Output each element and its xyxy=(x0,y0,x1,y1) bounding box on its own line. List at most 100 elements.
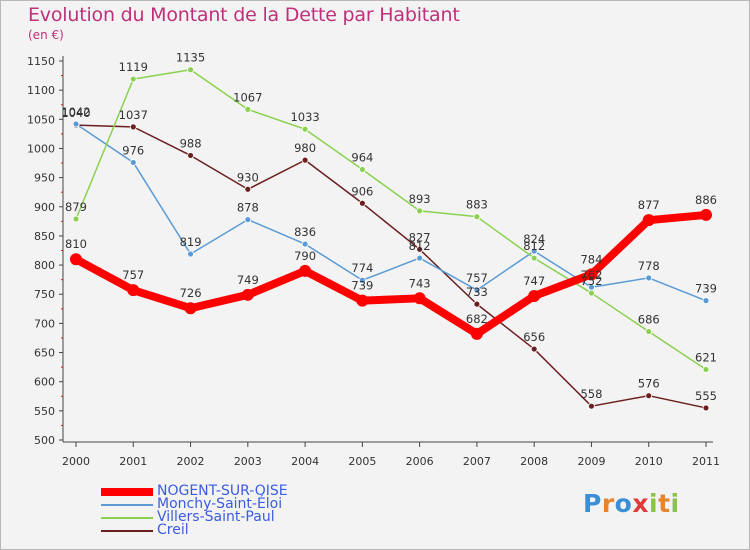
data-point xyxy=(645,328,653,335)
data-point xyxy=(470,327,483,340)
data-point xyxy=(530,345,538,353)
data-label: 810 xyxy=(65,237,87,251)
data-label: 743 xyxy=(409,276,431,290)
data-point xyxy=(127,284,140,297)
data-label: 988 xyxy=(180,136,202,150)
data-label: 739 xyxy=(695,282,717,296)
data-point xyxy=(473,213,481,221)
series-lines xyxy=(72,68,710,409)
data-label: 980 xyxy=(294,141,316,155)
data-label: 656 xyxy=(523,330,545,344)
data-point xyxy=(301,125,309,133)
data-label: 906 xyxy=(351,184,373,198)
data-label: 827 xyxy=(409,230,431,244)
y-tick-label: 1000 xyxy=(27,142,55,155)
x-tick-label: 2003 xyxy=(234,455,262,468)
data-point xyxy=(416,207,424,215)
logo-letter: i xyxy=(670,489,680,518)
logo-letter: o xyxy=(614,489,633,518)
data-point xyxy=(184,302,197,315)
data-point xyxy=(530,247,538,255)
x-tick-label: 2010 xyxy=(635,455,663,468)
x-tick-label: 2006 xyxy=(406,455,434,468)
data-point xyxy=(129,159,137,166)
data-point xyxy=(473,286,481,294)
data-point xyxy=(129,75,137,83)
data-label: 1037 xyxy=(119,108,148,122)
data-point xyxy=(358,166,366,173)
data-point xyxy=(530,254,538,262)
data-label: 790 xyxy=(294,249,316,263)
data-label: 558 xyxy=(580,387,602,401)
data-label: 964 xyxy=(351,150,373,164)
data-point xyxy=(301,156,309,164)
y-tick-label: 800 xyxy=(34,259,55,272)
data-point xyxy=(645,392,653,400)
data-label: 1119 xyxy=(119,60,148,74)
x-tick-label: 2002 xyxy=(177,455,205,468)
data-point xyxy=(528,289,541,302)
data-point xyxy=(301,240,309,248)
x-tick-label: 2004 xyxy=(291,455,319,468)
data-point xyxy=(356,294,369,307)
data-label: 757 xyxy=(466,271,488,285)
legend-label-villers: Villers-Saint-Paul xyxy=(157,509,275,525)
y-tick-label: 550 xyxy=(34,405,55,418)
data-label: 784 xyxy=(580,252,602,266)
data-point xyxy=(473,300,481,308)
data-label: 686 xyxy=(638,313,660,327)
y-tick-label: 650 xyxy=(34,347,55,360)
data-point xyxy=(588,289,595,297)
data-point xyxy=(358,276,366,284)
data-point xyxy=(70,253,82,266)
data-point xyxy=(700,208,712,221)
data-point xyxy=(72,215,80,223)
data-label: 812 xyxy=(523,239,545,253)
data-label: 812 xyxy=(409,239,431,253)
series-points xyxy=(70,66,712,412)
x-tick-label: 2000 xyxy=(62,455,90,468)
data-label: 739 xyxy=(351,279,373,293)
data-label: 1042 xyxy=(61,105,90,119)
data-label: 976 xyxy=(122,143,144,157)
y-tick-label: 750 xyxy=(34,288,55,301)
proxiti-logo: Proxiti xyxy=(583,489,680,518)
legend-label-monchy: Monchy-Saint-Éloi xyxy=(157,496,283,512)
data-point xyxy=(244,105,252,113)
data-label: 733 xyxy=(466,285,488,299)
data-point xyxy=(129,123,137,131)
y-tick-label: 950 xyxy=(34,172,55,185)
logo-letter: t xyxy=(658,489,671,518)
x-tick-label: 2001 xyxy=(119,455,147,468)
y-tick-label: 500 xyxy=(34,434,55,447)
x-tick-label: 2007 xyxy=(463,455,491,468)
data-point xyxy=(358,199,366,207)
data-point xyxy=(187,152,194,159)
data-label: 877 xyxy=(638,198,660,212)
data-point xyxy=(187,250,194,258)
data-point xyxy=(72,120,80,128)
logo-letter: x xyxy=(632,489,649,518)
data-label: 893 xyxy=(409,192,431,206)
y-tick-label: 600 xyxy=(34,376,55,389)
data-label: 819 xyxy=(180,235,202,249)
data-label: 879 xyxy=(65,200,87,214)
y-tick-label: 1050 xyxy=(27,113,55,126)
data-label: 1033 xyxy=(290,110,319,124)
data-point xyxy=(413,292,426,305)
data-label: 824 xyxy=(523,232,545,246)
data-point xyxy=(702,366,710,373)
data-label: 726 xyxy=(180,286,202,300)
x-tick-label: 2009 xyxy=(577,455,605,468)
data-label: 1040 xyxy=(61,106,90,120)
axes: 500 550 600 650 700 750 800 850 900 950 1000 1050 11… xyxy=(27,55,720,468)
legend-swatch-creil xyxy=(101,530,153,532)
data-label: 778 xyxy=(638,259,660,273)
data-point xyxy=(702,404,710,412)
logo-letter: P xyxy=(583,489,602,518)
data-point xyxy=(702,297,710,305)
data-point xyxy=(642,214,655,227)
series-line-3 xyxy=(75,124,707,409)
data-point xyxy=(645,274,653,282)
